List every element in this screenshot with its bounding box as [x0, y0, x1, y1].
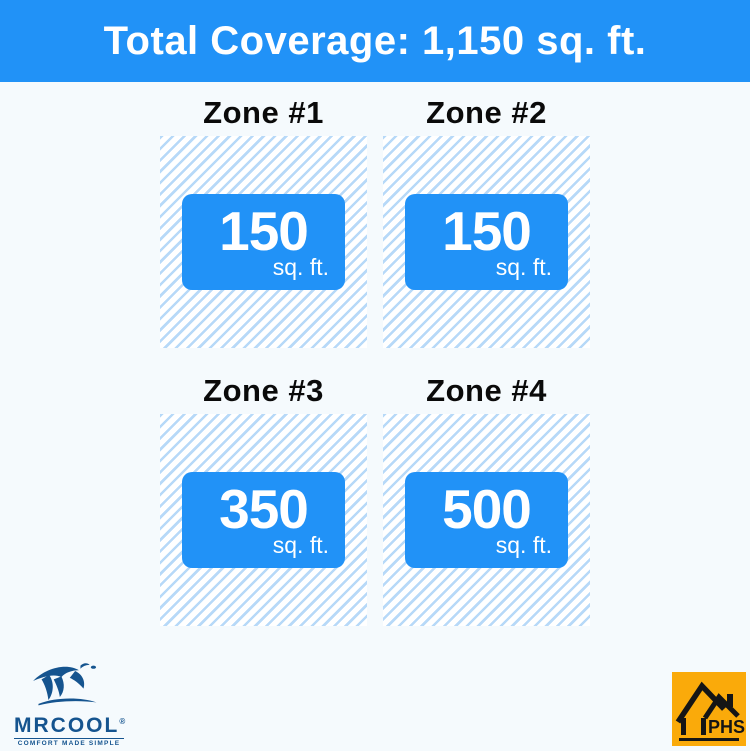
zone-coverage-area: 150 sq. ft. [160, 136, 367, 348]
coverage-unit: sq. ft. [495, 531, 552, 558]
mrcool-logo: MRCOOL® COMFORT MADE SIMPLE [14, 659, 126, 747]
zone-coverage-card: 150 sq. ft. [182, 194, 345, 290]
zone-title: Zone #3 [203, 373, 324, 408]
zone-coverage-card: 500 sq. ft. [405, 472, 568, 568]
mrcool-wordmark: MRCOOL® [14, 711, 126, 737]
coverage-value: 150 [219, 199, 309, 262]
header-banner: Total Coverage: 1,150 sq. ft. [0, 0, 750, 82]
zone-coverage-area: 150 sq. ft. [383, 136, 590, 348]
coverage-unit: sq. ft. [272, 253, 329, 280]
zone-row-1: Zone #1 150 sq. ft. Zone #2 150 sq. ft. [0, 82, 750, 348]
coverage-value: 150 [442, 199, 532, 262]
phs-text-svg: PHS [708, 717, 745, 737]
coverage-value: 500 [442, 477, 532, 540]
mrcool-brand-text: MRCOOL [14, 714, 120, 737]
zone-coverage-area: 500 sq. ft. [383, 414, 590, 626]
polar-bear-icon [33, 663, 97, 706]
zone-block-1: Zone #1 150 sq. ft. [160, 82, 367, 348]
coverage-value: 350 [219, 477, 309, 540]
zone-title: Zone #2 [426, 95, 547, 130]
zone-block-4: Zone #4 500 sq. ft. [383, 360, 590, 626]
roofline-icon: PHS [672, 672, 746, 746]
zone-title: Zone #1 [203, 95, 324, 130]
zone-coverage-card: 150 sq. ft. [405, 194, 568, 290]
zone-row-2: Zone #3 350 sq. ft. Zone #4 500 sq. ft. [0, 360, 750, 626]
mrcool-tagline: COMFORT MADE SIMPLE [14, 738, 124, 747]
zones-grid: Zone #1 150 sq. ft. Zone #2 150 sq. ft. … [0, 82, 750, 626]
registered-mark: ® [119, 717, 126, 726]
zone-block-2: Zone #2 150 sq. ft. [383, 82, 590, 348]
coverage-unit: sq. ft. [495, 253, 552, 280]
zone-coverage-card: 350 sq. ft. [182, 472, 345, 568]
zone-coverage-area: 350 sq. ft. [160, 414, 367, 626]
page-title: Total Coverage: 1,150 sq. ft. [103, 18, 647, 63]
phs-logo: PHS [672, 672, 746, 746]
zone-block-3: Zone #3 350 sq. ft. [160, 360, 367, 626]
coverage-unit: sq. ft. [272, 531, 329, 558]
zone-title: Zone #4 [426, 373, 547, 408]
